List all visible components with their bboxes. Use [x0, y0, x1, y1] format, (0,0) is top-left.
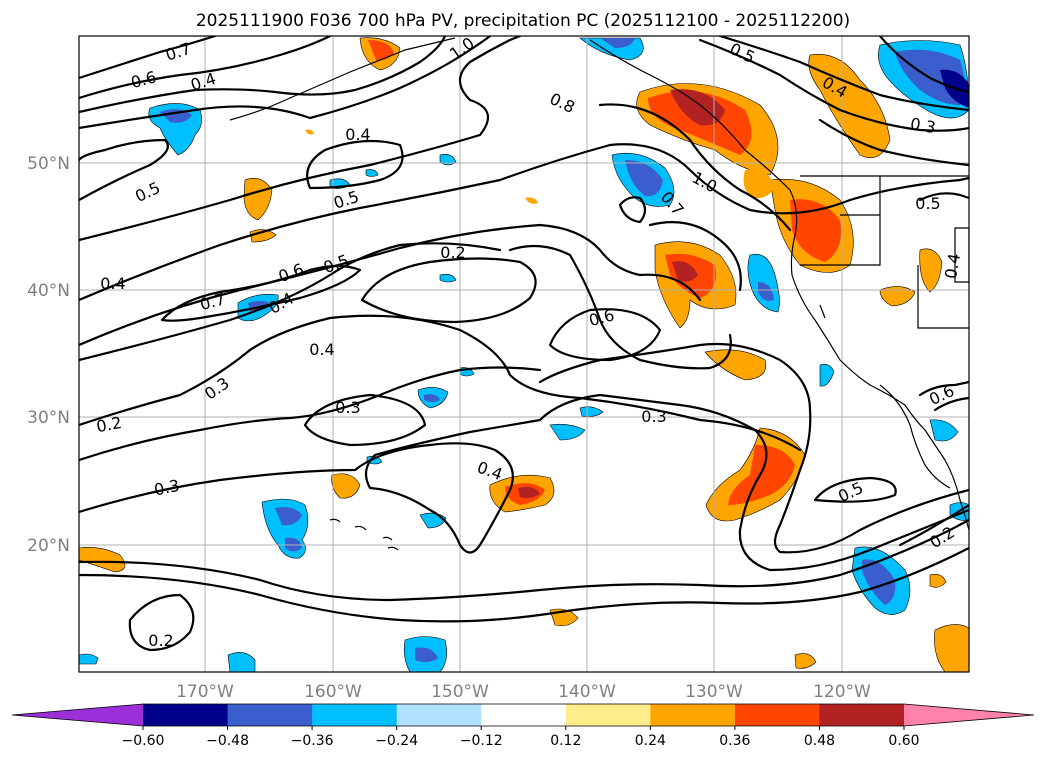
colorbar-segment: [481, 704, 567, 726]
colorbar-segment: [734, 704, 820, 726]
colorbar-tick-label: −0.12: [460, 733, 503, 749]
colorbar-segment: [312, 704, 398, 726]
colorbar-tick-label: 0.60: [888, 733, 919, 749]
lon-label-150w: 150°W: [431, 682, 489, 702]
contour-label: 0.5: [915, 194, 940, 213]
coastlines: [229, 37, 969, 551]
pv-contours: [79, 36, 969, 652]
colorbar-tick-label: −0.48: [206, 733, 249, 749]
colorbar-segment: [396, 704, 482, 726]
longitude-labels: 170°W 160°W 150°W 140°W 130°W 120°W: [176, 682, 871, 702]
colorbar-segment: [227, 704, 313, 726]
lat-label-30n: 30°N: [27, 408, 70, 428]
colorbar-tick-label: −0.60: [122, 733, 165, 749]
lat-label-50n: 50°N: [27, 154, 70, 174]
lon-label-170w: 170°W: [176, 682, 234, 702]
colorbar-tick-label: −0.36: [291, 733, 334, 749]
contour-label: 0.3: [641, 407, 666, 426]
colorbar-tick-label: 0.48: [804, 733, 835, 749]
lon-label-140w: 140°W: [558, 682, 616, 702]
contour-label: 0.4: [345, 125, 370, 144]
colorbar-tick-label: 0.24: [635, 733, 666, 749]
figure-title: 2025111900 F036 700 hPa PV, precipitatio…: [196, 11, 850, 31]
contour-label: 0.4: [100, 274, 125, 293]
lon-label-120w: 120°W: [813, 682, 871, 702]
colorbar-segment: [819, 704, 905, 726]
colorbar-tick-label: 0.36: [719, 733, 750, 749]
lat-label-40n: 40°N: [27, 281, 70, 301]
contour-label: 0.2: [95, 413, 123, 436]
latitude-labels: 50°N 40°N 30°N 20°N: [27, 154, 70, 556]
map-area: [79, 36, 969, 672]
colorbar-segment: [650, 704, 736, 726]
lon-label-130w: 130°W: [685, 682, 743, 702]
lon-label-160w: 160°W: [304, 682, 362, 702]
contour-label: 0.3: [909, 114, 937, 137]
contour-label: 0.3: [152, 476, 181, 500]
colorbar-tick-label: 0.12: [550, 733, 581, 749]
contour-label: 0.2: [148, 631, 173, 650]
contour-label: 0.4: [309, 340, 334, 359]
map-frame: [78, 35, 970, 673]
positive-precip-anomalies: [79, 37, 969, 672]
colorbar: −0.60 −0.48 −0.36 −0.24 −0.12 0.12 0.24 0.36 0.4…: [11, 703, 1035, 749]
lat-label-20n: 20°N: [27, 536, 70, 556]
contour-label: 0.3: [335, 398, 360, 417]
colorbar-segment: [143, 704, 229, 726]
colorbar-tick-label: −0.24: [375, 733, 418, 749]
colorbar-segment: [565, 704, 651, 726]
colorbar-extend-high: [904, 704, 1034, 726]
contour-label: 0.4: [941, 252, 964, 280]
contour-label: 0.2: [440, 243, 465, 262]
colorbar-extend-low: [12, 704, 143, 726]
